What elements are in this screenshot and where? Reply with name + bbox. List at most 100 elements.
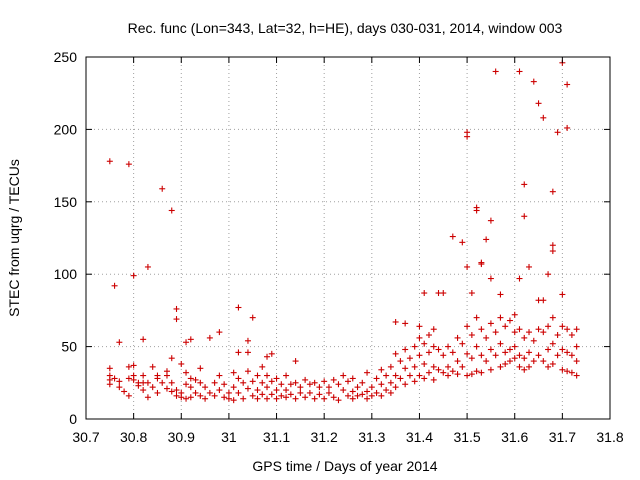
data-point <box>392 350 399 357</box>
data-point <box>235 349 242 356</box>
data-point <box>197 365 204 372</box>
x-tick-label: 31.4 <box>406 429 433 445</box>
data-point <box>121 388 128 395</box>
data-point <box>568 332 575 339</box>
data-point <box>564 368 571 375</box>
x-tick-label: 31.5 <box>453 429 480 445</box>
data-point <box>268 391 275 398</box>
data-point <box>397 375 404 382</box>
data-point <box>564 326 571 333</box>
data-point <box>306 389 313 396</box>
data-point <box>183 369 190 376</box>
data-point <box>125 161 132 168</box>
data-point <box>411 363 418 370</box>
data-point <box>244 368 251 375</box>
data-point <box>454 371 461 378</box>
data-point <box>487 366 494 373</box>
data-point <box>492 68 499 75</box>
data-point <box>402 320 409 327</box>
data-point <box>411 378 418 385</box>
data-point <box>297 384 304 391</box>
data-point <box>183 395 190 402</box>
data-point <box>254 372 261 379</box>
data-point <box>435 346 442 353</box>
data-point <box>292 379 299 386</box>
data-point <box>321 395 328 402</box>
data-point <box>425 332 432 339</box>
data-point <box>125 392 132 399</box>
data-point <box>430 376 437 383</box>
data-point <box>526 263 533 270</box>
data-point <box>573 358 580 365</box>
data-point <box>387 389 394 396</box>
data-point <box>340 372 347 379</box>
data-point <box>464 133 471 140</box>
data-point <box>554 352 561 359</box>
data-point <box>111 282 118 289</box>
data-point <box>373 375 380 382</box>
data-point <box>421 360 428 367</box>
data-point <box>140 336 147 343</box>
data-point <box>335 397 342 404</box>
data-point <box>554 332 561 339</box>
data-point <box>225 395 232 402</box>
data-point <box>325 384 332 391</box>
data-point <box>130 272 137 279</box>
data-point <box>273 387 280 394</box>
data-point <box>549 188 556 195</box>
data-point <box>268 378 275 385</box>
y-tick-label: 100 <box>54 266 78 282</box>
data-point <box>297 389 304 396</box>
data-point <box>392 318 399 325</box>
data-point <box>330 394 337 401</box>
data-point <box>487 275 494 282</box>
data-point <box>549 360 556 367</box>
plot-frame <box>85 56 611 420</box>
data-point <box>163 385 170 392</box>
data-point <box>402 381 409 388</box>
data-point <box>435 366 442 373</box>
data-point <box>387 363 394 370</box>
data-point <box>235 389 242 396</box>
data-point <box>402 365 409 372</box>
data-point <box>354 384 361 391</box>
data-point <box>311 395 318 402</box>
data-point <box>511 343 518 350</box>
x-tick-label: 30.7 <box>72 429 99 445</box>
data-point <box>197 392 204 399</box>
data-point <box>440 369 447 376</box>
axis-ticks: 30.7 30.8 30.9 31 31.1 31.2 31.3 31.4 31.5 31.6 31… <box>54 49 624 445</box>
data-point <box>392 372 399 379</box>
data-point <box>278 381 285 388</box>
data-point <box>549 340 556 347</box>
data-point <box>154 375 161 382</box>
data-point <box>349 395 356 402</box>
data-point <box>249 314 256 321</box>
data-point <box>202 395 209 402</box>
data-point <box>254 395 261 402</box>
data-point <box>425 349 432 356</box>
data-point <box>568 369 575 376</box>
data-point <box>249 392 256 399</box>
data-point <box>316 384 323 391</box>
data-point <box>287 391 294 398</box>
data-point <box>573 326 580 333</box>
data-point <box>535 326 542 333</box>
data-point <box>168 379 175 386</box>
grid <box>86 57 610 419</box>
data-point <box>521 355 528 362</box>
data-point <box>173 392 180 399</box>
data-point <box>378 381 385 388</box>
data-point <box>521 181 528 188</box>
data-point <box>187 375 194 382</box>
data-point <box>440 352 447 359</box>
data-point <box>535 100 542 107</box>
data-point <box>306 381 313 388</box>
x-tick-label: 31.8 <box>596 429 623 445</box>
data-point <box>244 349 251 356</box>
data-point <box>130 362 137 369</box>
data-point <box>416 334 423 341</box>
data-point <box>354 392 361 399</box>
data-point <box>449 368 456 375</box>
data-point <box>545 323 552 330</box>
